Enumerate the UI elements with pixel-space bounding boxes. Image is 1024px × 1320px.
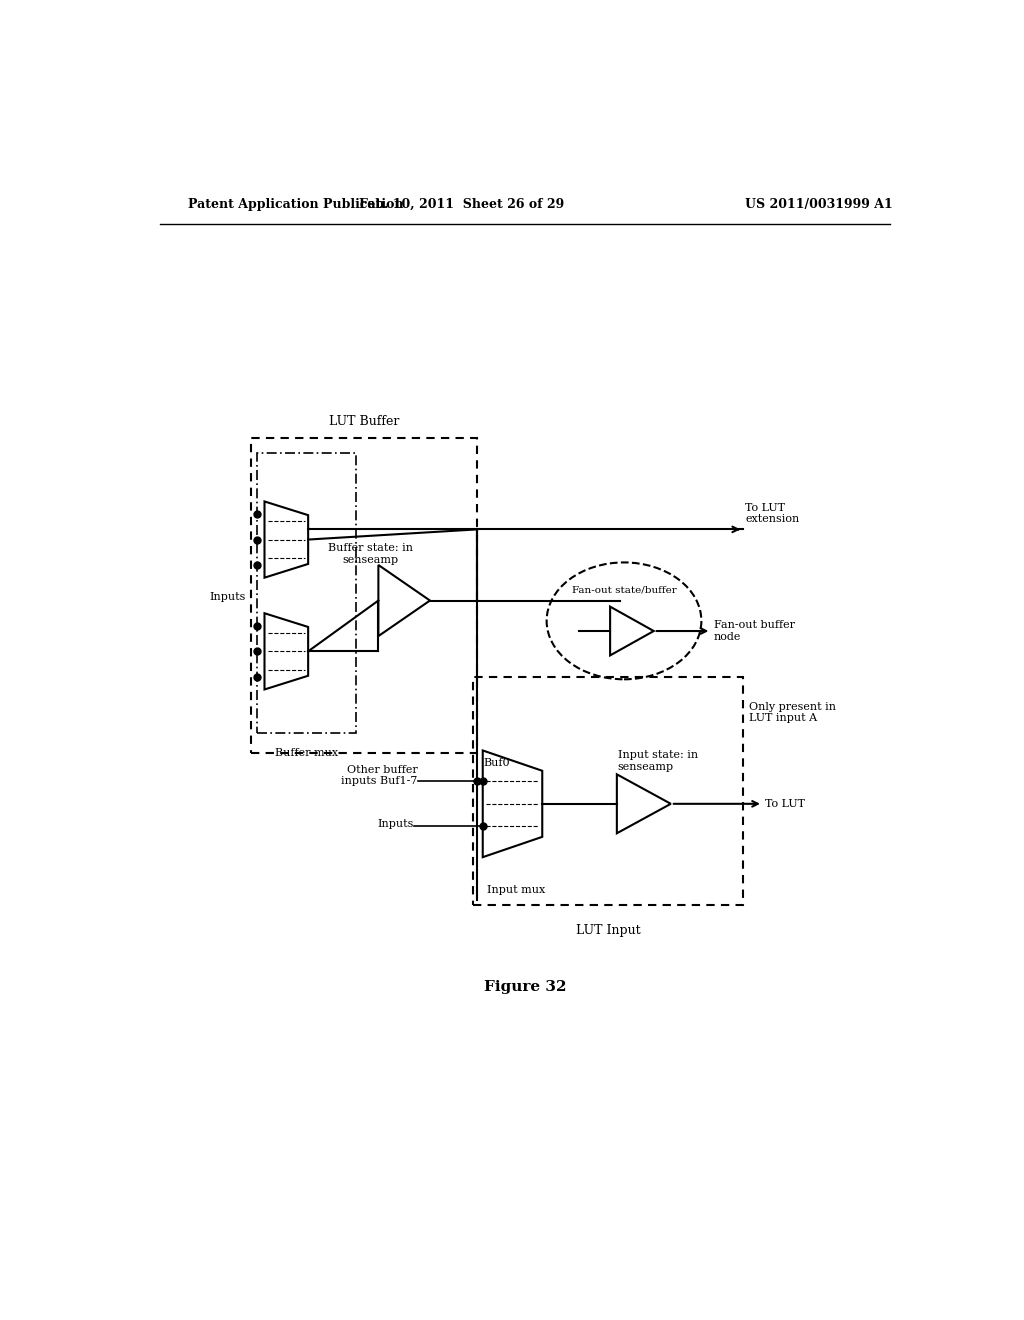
Bar bbox=[251, 438, 477, 752]
Text: Feb. 10, 2011  Sheet 26 of 29: Feb. 10, 2011 Sheet 26 of 29 bbox=[358, 198, 564, 211]
Polygon shape bbox=[264, 502, 308, 578]
Polygon shape bbox=[264, 614, 308, 689]
Text: Input mux: Input mux bbox=[486, 886, 545, 895]
Bar bbox=[473, 677, 743, 906]
Text: Patent Application Publication: Patent Application Publication bbox=[187, 198, 403, 211]
Text: Fan-out buffer
node: Fan-out buffer node bbox=[714, 620, 795, 642]
Text: Fan-out state/buffer: Fan-out state/buffer bbox=[571, 586, 677, 595]
Text: LUT Buffer: LUT Buffer bbox=[329, 414, 399, 428]
Text: Only present in
LUT input A: Only present in LUT input A bbox=[749, 701, 836, 723]
Polygon shape bbox=[610, 607, 653, 656]
Text: Input state: in
senseamp: Input state: in senseamp bbox=[617, 750, 697, 772]
Text: Inputs: Inputs bbox=[377, 820, 414, 829]
Polygon shape bbox=[482, 751, 543, 857]
Text: Inputs: Inputs bbox=[209, 593, 246, 602]
Text: Buffer state: in
senseamp: Buffer state: in senseamp bbox=[328, 544, 413, 565]
Polygon shape bbox=[379, 565, 430, 636]
Bar bbox=[257, 453, 355, 733]
Polygon shape bbox=[616, 775, 671, 833]
Text: LUT Input: LUT Input bbox=[575, 924, 640, 937]
Text: To LUT: To LUT bbox=[765, 799, 805, 809]
Text: Figure 32: Figure 32 bbox=[483, 979, 566, 994]
Text: Other buffer
inputs Buf1-7: Other buffer inputs Buf1-7 bbox=[341, 764, 418, 787]
Text: Buffer mux: Buffer mux bbox=[274, 748, 338, 758]
Text: To LUT
extension: To LUT extension bbox=[745, 503, 800, 524]
Text: US 2011/0031999 A1: US 2011/0031999 A1 bbox=[744, 198, 892, 211]
Text: Buf0: Buf0 bbox=[483, 758, 510, 768]
